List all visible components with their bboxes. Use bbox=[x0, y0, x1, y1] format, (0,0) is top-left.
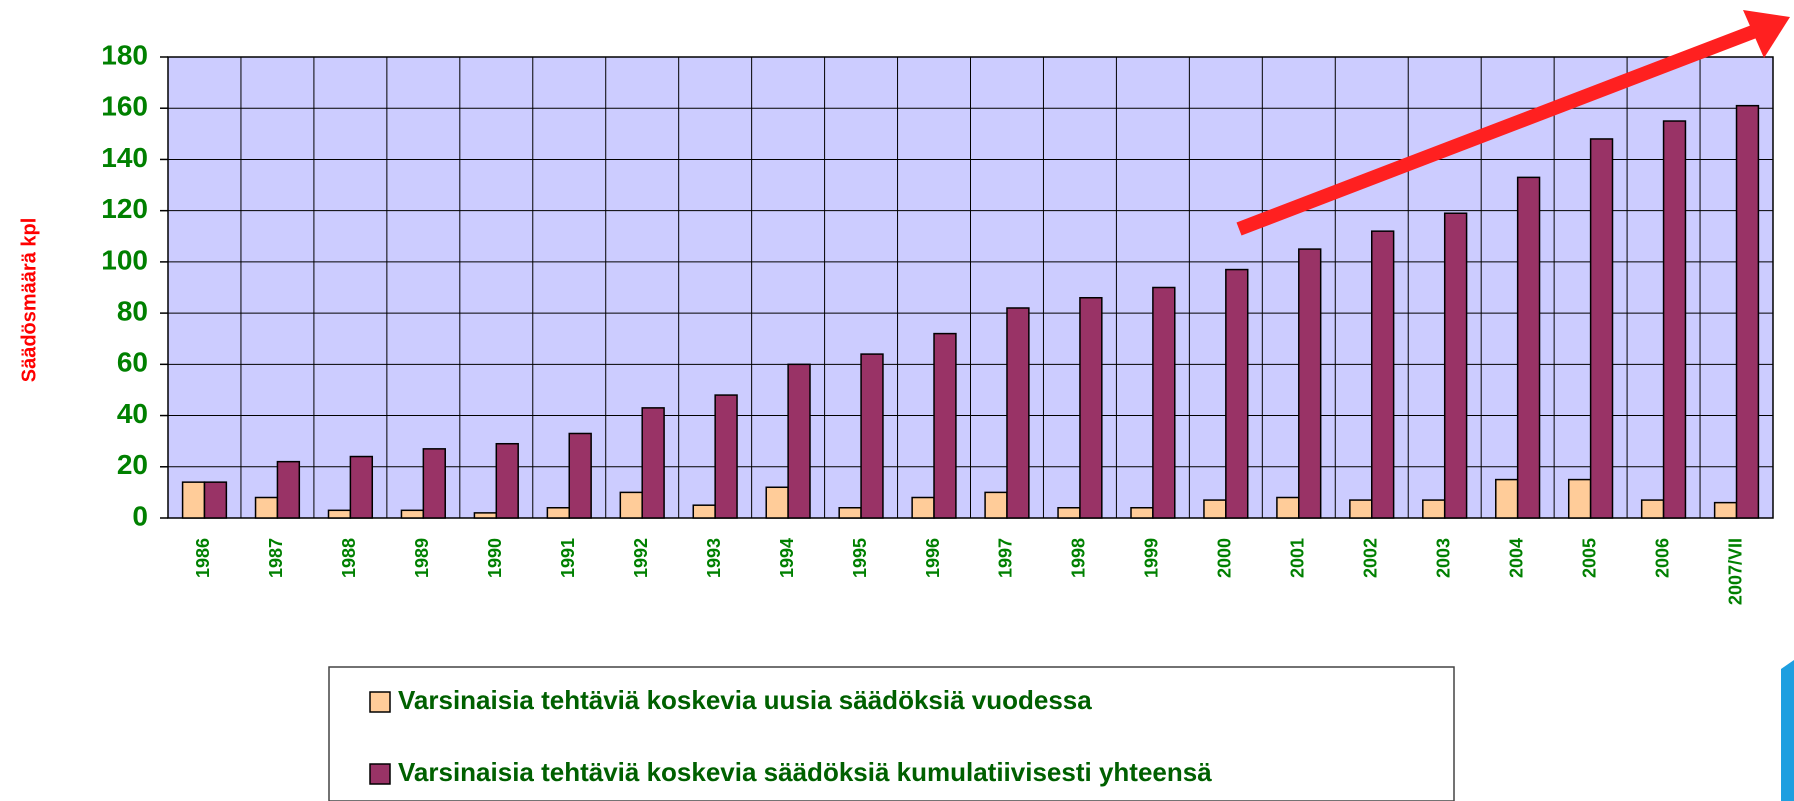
legend-box bbox=[328, 666, 1455, 801]
bar bbox=[568, 432, 592, 519]
x-tick-label: 1996 bbox=[923, 538, 943, 578]
x-tick-label: 1990 bbox=[485, 538, 505, 578]
bar bbox=[1276, 496, 1300, 519]
decoration bbox=[1781, 660, 1794, 801]
bar bbox=[1349, 499, 1373, 519]
bar bbox=[400, 509, 425, 519]
x-tick-label: 1998 bbox=[1069, 538, 1089, 578]
x-tick-label: 1991 bbox=[558, 538, 578, 578]
bar bbox=[473, 512, 498, 519]
bar bbox=[860, 353, 884, 519]
y-tick-label: 160 bbox=[101, 91, 148, 122]
bar bbox=[349, 455, 374, 519]
bar bbox=[495, 442, 519, 519]
trend-arrow-head bbox=[1743, 10, 1790, 58]
x-tick-label: 1993 bbox=[704, 538, 724, 578]
bar bbox=[933, 332, 957, 519]
y-axis-label: Säädösmäärä kpl bbox=[18, 218, 40, 383]
bar bbox=[254, 496, 279, 519]
bar bbox=[1495, 478, 1519, 519]
trend-arrow bbox=[1236, 23, 1761, 236]
x-tick-label: 2001 bbox=[1288, 538, 1308, 578]
bar bbox=[1079, 296, 1103, 519]
x-tick-label: 2003 bbox=[1433, 538, 1453, 578]
bar bbox=[1662, 120, 1687, 519]
bar bbox=[1640, 499, 1665, 519]
bar bbox=[327, 509, 352, 519]
x-tick-label: 1988 bbox=[339, 538, 359, 578]
x-tick-label: 2007/VII bbox=[1725, 538, 1745, 605]
x-tick-label: 2002 bbox=[1361, 538, 1381, 578]
x-tick-label: 2005 bbox=[1579, 538, 1599, 578]
y-tick-label: 20 bbox=[117, 449, 148, 480]
x-tick-label: 1986 bbox=[193, 538, 213, 578]
bar bbox=[1516, 176, 1541, 519]
bar bbox=[1371, 230, 1395, 519]
bar bbox=[787, 363, 811, 519]
bar bbox=[1057, 507, 1081, 519]
bar bbox=[422, 448, 446, 519]
bar bbox=[1443, 212, 1468, 519]
bar bbox=[203, 481, 228, 519]
y-tick-label: 80 bbox=[117, 296, 148, 327]
y-tick-label: 120 bbox=[101, 193, 148, 224]
bar bbox=[984, 491, 1008, 519]
x-tick-label: 1989 bbox=[412, 538, 432, 578]
bar bbox=[1152, 286, 1176, 519]
x-tick-label: 1992 bbox=[631, 538, 651, 578]
bar bbox=[641, 407, 665, 519]
legend-label: Varsinaisia tehtäviä koskevia säädöksiä … bbox=[398, 757, 1212, 787]
bar bbox=[714, 394, 738, 519]
x-tick-label: 2004 bbox=[1506, 538, 1526, 578]
y-tick-label: 60 bbox=[117, 347, 148, 378]
y-tick-label: 140 bbox=[101, 142, 148, 173]
bar bbox=[692, 504, 716, 519]
bar bbox=[1298, 248, 1322, 519]
bar bbox=[181, 481, 206, 519]
bar bbox=[1567, 478, 1592, 519]
y-tick-label: 0 bbox=[132, 500, 148, 531]
bar bbox=[1422, 499, 1446, 519]
bar bbox=[1203, 499, 1227, 519]
y-tick-label: 40 bbox=[117, 398, 148, 429]
legend-label: Varsinaisia tehtäviä koskevia uusia sääd… bbox=[398, 685, 1092, 715]
bar bbox=[1735, 104, 1760, 519]
bar bbox=[838, 507, 862, 519]
x-tick-label: 2006 bbox=[1652, 538, 1672, 578]
bar bbox=[619, 491, 643, 519]
legend-swatch bbox=[369, 691, 391, 713]
x-tick-label: 1987 bbox=[266, 538, 286, 578]
bar bbox=[1006, 307, 1030, 519]
x-tick-label: 1997 bbox=[996, 538, 1016, 578]
x-tick-label: 2000 bbox=[1215, 538, 1235, 578]
bar bbox=[1130, 507, 1154, 519]
bar bbox=[1713, 501, 1738, 519]
bar bbox=[911, 496, 935, 519]
bar bbox=[765, 486, 789, 519]
bar bbox=[546, 507, 571, 519]
bar bbox=[1589, 138, 1614, 519]
y-tick-label: 180 bbox=[101, 39, 148, 70]
x-tick-label: 1995 bbox=[850, 538, 870, 578]
legend-swatch bbox=[369, 763, 391, 785]
x-tick-label: 1999 bbox=[1142, 538, 1162, 578]
y-tick-label: 100 bbox=[101, 244, 148, 275]
x-tick-label: 1994 bbox=[777, 538, 797, 578]
bar bbox=[1225, 268, 1249, 519]
bar bbox=[276, 460, 301, 519]
